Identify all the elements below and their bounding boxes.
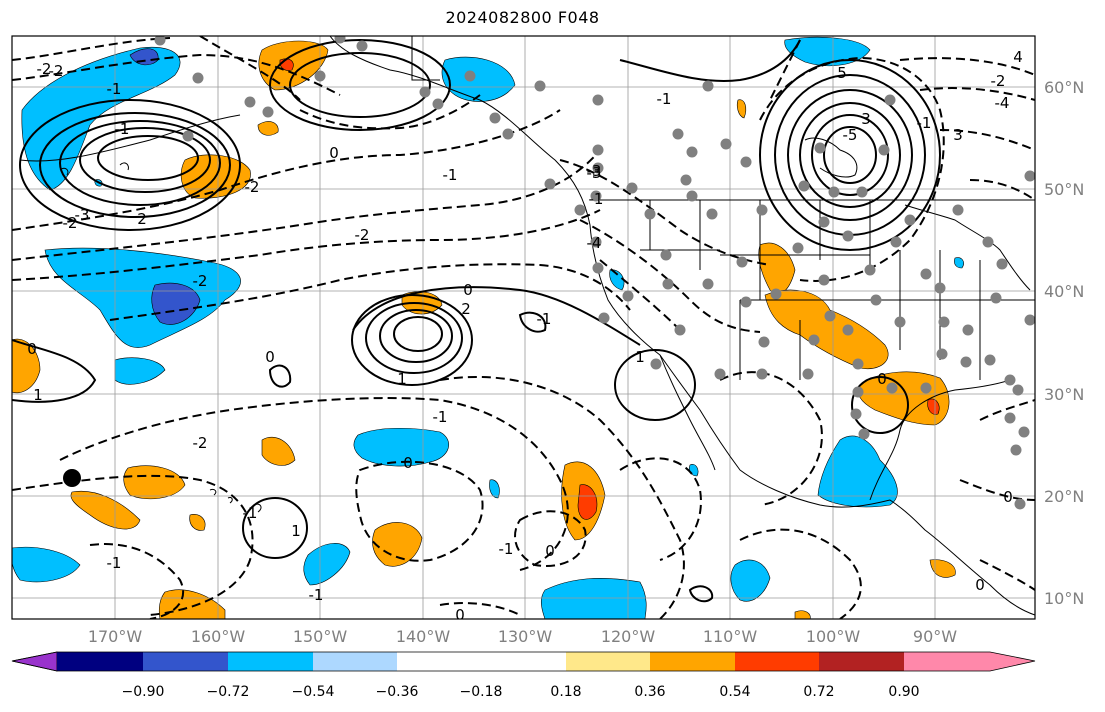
contour-label: -1 <box>443 166 458 184</box>
contour-label: 1 <box>635 348 645 366</box>
lon-label: 120°W <box>601 627 656 646</box>
contour-label: 1 <box>291 522 301 540</box>
contour-label: -2 <box>37 60 52 78</box>
lon-label: 140°W <box>396 627 451 646</box>
dashed-contours <box>12 36 1035 619</box>
lon-label: 160°W <box>191 627 246 646</box>
colorbar-segment <box>735 652 819 671</box>
colorbar-segment <box>313 652 397 671</box>
contour-label: 0 <box>463 281 473 299</box>
colorbar-tick-label: 0.72 <box>803 684 834 700</box>
contour-label: 4 <box>1013 48 1023 66</box>
contour-label: 0 <box>1003 488 1013 506</box>
colorbar-tick-label: 0.18 <box>550 684 581 700</box>
colorbar-tick-label: −0.90 <box>122 684 165 700</box>
contour-label: -1 <box>107 80 122 98</box>
contour-label: 0 <box>545 542 555 560</box>
contour-label: -1 <box>589 190 604 208</box>
lat-label: 10°N <box>1044 589 1084 608</box>
lat-label: 50°N <box>1044 180 1084 199</box>
coastlines <box>19 36 1035 616</box>
lat-label: 60°N <box>1044 78 1084 97</box>
lon-label: 130°W <box>498 627 553 646</box>
contour-label: -3 <box>587 164 602 182</box>
colorbar-segment <box>397 652 481 671</box>
contour-label: 2 <box>461 300 471 318</box>
contour-labels: -2 -1 0 -1 -2 -3 -4 -5 -2 -1 0 1 2 -3 3 … <box>27 48 1023 624</box>
contour-label: 3 <box>861 110 871 128</box>
longitude-labels: 170°W 160°W 150°W 140°W 130°W 120°W 110°… <box>88 627 957 646</box>
lat-label: 20°N <box>1044 487 1084 506</box>
colorbar-tick-label: −0.18 <box>460 684 503 700</box>
colorbar-tick-label: −0.54 <box>292 684 335 700</box>
contour-label: -1 <box>537 310 552 328</box>
contour-label: 0 <box>877 370 887 388</box>
colorbar-segment <box>228 652 313 671</box>
map-title: 2024082800 F048 <box>445 8 600 27</box>
colorbar-segment <box>57 652 143 671</box>
colorbar-segment <box>650 652 735 671</box>
colorbar-segment <box>143 652 228 671</box>
lon-label: 90°W <box>913 627 957 646</box>
contour-label: 0 <box>265 348 275 366</box>
contour-label: 0 <box>403 454 413 472</box>
lon-label: 170°W <box>88 627 143 646</box>
contour-label: 0 <box>329 144 339 162</box>
contour-label: -1 <box>433 408 448 426</box>
lon-label: 150°W <box>293 627 348 646</box>
contour-label: -2 <box>991 72 1006 90</box>
contour-label: -2 <box>355 226 370 244</box>
contour-label: 3 <box>953 126 963 144</box>
contour-label: -1 <box>657 90 672 108</box>
map-frame <box>11 35 1036 620</box>
colorbar-tick-label: −0.72 <box>207 684 250 700</box>
colorbar-arrow-left <box>11 651 58 672</box>
contour-label: 0 <box>455 606 465 624</box>
contour-label: -1 <box>499 540 514 558</box>
contour-label: 5 <box>837 64 847 82</box>
station-dots <box>154 36 1035 510</box>
lon-label: 110°W <box>703 627 758 646</box>
colorbar-tick-label: 0.36 <box>634 684 665 700</box>
colorbar: −0.90 −0.72 −0.54 −0.36 −0.18 0.18 0.36 … <box>11 651 1036 700</box>
contour-label: -3 <box>587 162 602 180</box>
marker-dot <box>63 469 81 487</box>
contour-label: -1 <box>917 114 932 132</box>
colorbar-segment <box>904 652 990 671</box>
contour-label: 0 <box>27 340 37 358</box>
contour-label: 1 <box>33 386 43 404</box>
contour-label: -2 <box>245 178 260 196</box>
colorbar-segment <box>481 652 566 671</box>
contour-label: -2 <box>49 62 64 80</box>
contour-label: -1 <box>309 586 324 604</box>
colorbar-tick-label: −0.36 <box>376 684 419 700</box>
colorbar-tick-label: 0.54 <box>719 684 750 700</box>
contour-label: -5 <box>843 126 858 144</box>
colorbar-segment <box>566 652 650 671</box>
contour-label: -1 <box>107 554 122 572</box>
contour-label: -1 <box>115 120 130 138</box>
contour-label: -2 <box>193 272 208 290</box>
lon-label: 100°W <box>806 627 861 646</box>
colorbar-outline <box>11 651 1036 672</box>
colorbar-tick-label: 0.90 <box>888 684 919 700</box>
contour-label: -4 <box>995 94 1010 112</box>
contour-label: 2 <box>137 210 147 228</box>
contour-label: -4 <box>587 234 602 252</box>
contour-label: 1 <box>397 370 407 388</box>
lat-label: 40°N <box>1044 282 1084 301</box>
contour-label: -2 <box>193 434 208 452</box>
contour-label: -2 <box>63 214 78 232</box>
lat-label: 30°N <box>1044 385 1084 404</box>
colorbar-segment <box>819 652 904 671</box>
latitude-labels: 60°N 50°N 40°N 30°N 20°N 10°N <box>1044 78 1084 608</box>
contour-label: -3 <box>75 206 90 224</box>
contour-label: -1 <box>243 504 258 522</box>
contour-label: 0 <box>975 576 985 594</box>
